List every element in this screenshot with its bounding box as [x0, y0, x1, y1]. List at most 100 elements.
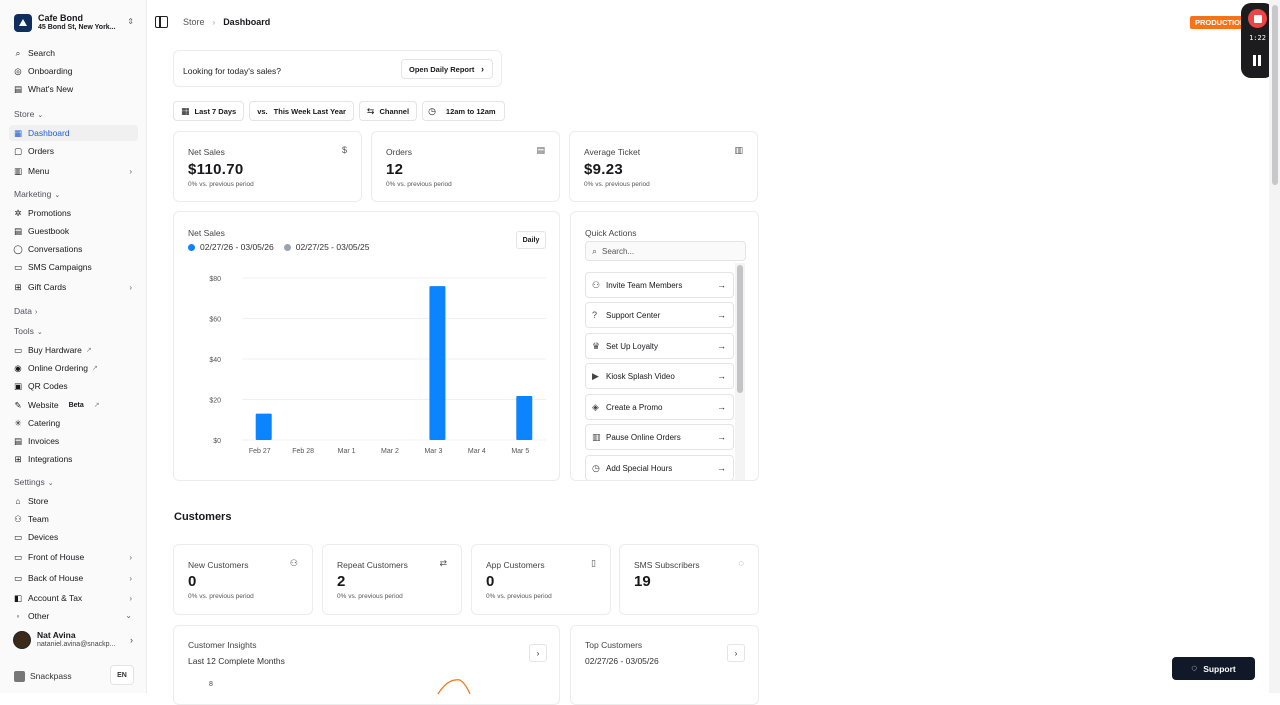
- sidebar-item-label: Store: [28, 496, 49, 506]
- sidebar-item-team[interactable]: ⚇ Team: [9, 511, 138, 527]
- breadcrumb-store[interactable]: Store: [183, 17, 205, 27]
- help-icon: ?: [592, 310, 598, 320]
- sidebar-item-label: Promotions: [28, 208, 71, 218]
- filter-label: Channel: [379, 106, 410, 116]
- dashboard-icon: ▦: [13, 127, 23, 138]
- period-dropdown[interactable]: Daily: [516, 231, 546, 249]
- arrow-right-icon: →: [717, 463, 726, 473]
- section-data[interactable]: Data ›: [14, 306, 37, 316]
- bar-current[interactable]: [429, 286, 446, 440]
- action-invite-team[interactable]: ⚇ Invite Team Members →: [585, 272, 734, 298]
- stat-value: 19: [634, 573, 651, 590]
- bar-current[interactable]: [516, 396, 533, 440]
- chevron-down-icon: ⌄: [125, 611, 132, 620]
- user-menu[interactable]: Nat Avina nataniel.avina@snackp... ›: [13, 630, 137, 650]
- sidebar-item-buy-hardware[interactable]: ▭ Buy Hardware ↗: [9, 342, 138, 358]
- sidebar-item-label: Devices: [28, 532, 59, 542]
- action-label: Add Special Hours: [606, 463, 673, 473]
- stat-title: Net Sales: [188, 147, 225, 157]
- sidebar-item-website[interactable]: ✎ Website Beta ↗: [9, 397, 138, 413]
- sidebar-item-guestbook[interactable]: ▤ Guestbook: [9, 223, 138, 239]
- action-create-promo[interactable]: ◈ Create a Promo →: [585, 394, 734, 420]
- sidebar-item-label: Back of House: [28, 573, 84, 583]
- action-pause-online-orders[interactable]: ▥ Pause Online Orders →: [585, 424, 734, 450]
- front-of-house-icon: ▭: [13, 551, 23, 562]
- chevron-right-icon: ›: [129, 166, 132, 176]
- sidebar-item-front-of-house[interactable]: ▭ Front of House ›: [9, 549, 138, 565]
- expand-top-customers-button[interactable]: ›: [727, 644, 745, 662]
- external-link-icon: ↗: [92, 365, 98, 372]
- beta-badge: Beta: [68, 401, 84, 409]
- quick-actions-search[interactable]: ⌕ Search...: [585, 241, 746, 261]
- legend-previous[interactable]: 02/27/25 - 03/05/25: [295, 242, 370, 252]
- channel-filter[interactable]: ⇆ Channel: [358, 101, 418, 121]
- sidebar-item-label: Other: [28, 611, 50, 621]
- chat-icon: ◌: [738, 558, 744, 568]
- pause-icon[interactable]: [1252, 55, 1262, 66]
- sidebar-item-whats-new[interactable]: ▤ What's New: [9, 81, 138, 97]
- section-label: Tools: [14, 326, 34, 336]
- support-button[interactable]: ◌ Support: [1172, 657, 1255, 680]
- chevron-right-icon: ›: [129, 593, 132, 603]
- sidebar-item-qr-codes[interactable]: ▣ QR Codes: [9, 378, 138, 394]
- expand-insights-button[interactable]: ›: [529, 644, 547, 662]
- bar-current[interactable]: [255, 413, 272, 440]
- video-icon: ▶: [592, 370, 599, 381]
- sidebar-item-menu[interactable]: ▥ Menu ›: [9, 163, 138, 179]
- scrollbar-thumb[interactable]: [737, 265, 743, 393]
- action-support-center[interactable]: ? Support Center →: [585, 302, 734, 328]
- promotions-icon: ✲: [14, 207, 22, 218]
- stop-recording-button[interactable]: [1248, 9, 1267, 28]
- scrollbar-thumb[interactable]: [1272, 5, 1278, 185]
- sidebar-item-devices[interactable]: ▭ Devices: [9, 529, 138, 545]
- action-set-up-loyalty[interactable]: ♛ Set Up Loyalty →: [585, 333, 734, 359]
- sidebar-item-store-settings[interactable]: ⌂ Store: [9, 493, 138, 509]
- user-email: nataniel.avina@snackp...: [37, 641, 116, 648]
- section-settings[interactable]: Settings ⌄: [14, 477, 54, 487]
- store-switcher[interactable]: Cafe Bond 45 Bond St, New York... ⇕: [14, 13, 136, 33]
- section-marketing[interactable]: Marketing ⌄: [14, 189, 60, 199]
- sidebar-item-invoices[interactable]: ▤ Invoices: [9, 433, 138, 449]
- quick-actions-scrollbar[interactable]: [735, 263, 745, 480]
- action-kiosk-splash-video[interactable]: ▶ Kiosk Splash Video →: [585, 363, 734, 389]
- section-store[interactable]: Store ⌄: [14, 109, 43, 119]
- sidebar-item-orders[interactable]: ▢ Orders: [9, 143, 138, 159]
- page-scrollbar[interactable]: [1269, 0, 1280, 693]
- hardware-icon: ▭: [13, 344, 23, 355]
- sidebar-item-account-tax[interactable]: ◧ Account & Tax ›: [9, 590, 138, 606]
- open-daily-report-button[interactable]: Open Daily Report ›: [401, 59, 493, 79]
- sidebar-item-label: Invoices: [28, 436, 60, 446]
- sidebar-toggle-icon[interactable]: [155, 16, 168, 28]
- sidebar-item-back-of-house[interactable]: ▭ Back of House ›: [9, 570, 138, 586]
- calendar-icon: ▦: [181, 105, 190, 116]
- hours-filter[interactable]: ◷ 12am to 12am: [422, 101, 505, 121]
- sidebar-item-dashboard[interactable]: ▦ Dashboard: [9, 125, 138, 141]
- sidebar-item-gift-cards[interactable]: ⊞ Gift Cards ›: [9, 279, 138, 295]
- sidebar-item-integrations[interactable]: ⊞ Integrations: [9, 451, 138, 467]
- stat-change: 0% vs. previous period: [386, 181, 452, 188]
- sidebar-item-search[interactable]: ⌕ Search: [9, 45, 138, 61]
- sidebar-item-sms-campaigns[interactable]: ▭ SMS Campaigns: [9, 259, 138, 275]
- section-tools[interactable]: Tools ⌄: [14, 326, 43, 336]
- stat-card-average-ticket: Average Ticket ▥ $9.23 0% vs. previous p…: [569, 131, 758, 202]
- sidebar-item-online-ordering[interactable]: ◉ Online Ordering ↗: [9, 360, 138, 376]
- card-subtitle: Last 12 Complete Months: [188, 656, 285, 666]
- sidebar-item-other[interactable]: ◦ Other ⌄: [9, 611, 138, 621]
- legend-current[interactable]: 02/27/26 - 03/05/26: [200, 242, 274, 252]
- stat-change: 0% vs. previous period: [188, 181, 254, 188]
- sidebar-item-conversations[interactable]: ◯ Conversations: [9, 241, 138, 257]
- device-icon: ▭: [13, 531, 23, 542]
- action-add-special-hours[interactable]: ◷ Add Special Hours →: [585, 455, 734, 480]
- stat-value: $110.70: [188, 161, 244, 178]
- sidebar-item-catering[interactable]: ✳ Catering: [9, 415, 138, 431]
- action-label: Set Up Loyalty: [606, 341, 659, 351]
- chevron-right-icon: ›: [129, 282, 132, 292]
- language-button[interactable]: EN: [110, 665, 134, 685]
- section-label: Marketing: [14, 189, 52, 199]
- date-range-filter[interactable]: ▦ Last 7 Days: [173, 101, 245, 121]
- sidebar-item-onboarding[interactable]: ◎ Onboarding: [9, 63, 138, 79]
- compare-filter[interactable]: vs. This Week Last Year: [249, 101, 354, 121]
- other-icon: ◦: [16, 611, 20, 621]
- sidebar-item-promotions[interactable]: ✲ Promotions: [9, 205, 138, 221]
- y-tick: 8: [209, 681, 213, 688]
